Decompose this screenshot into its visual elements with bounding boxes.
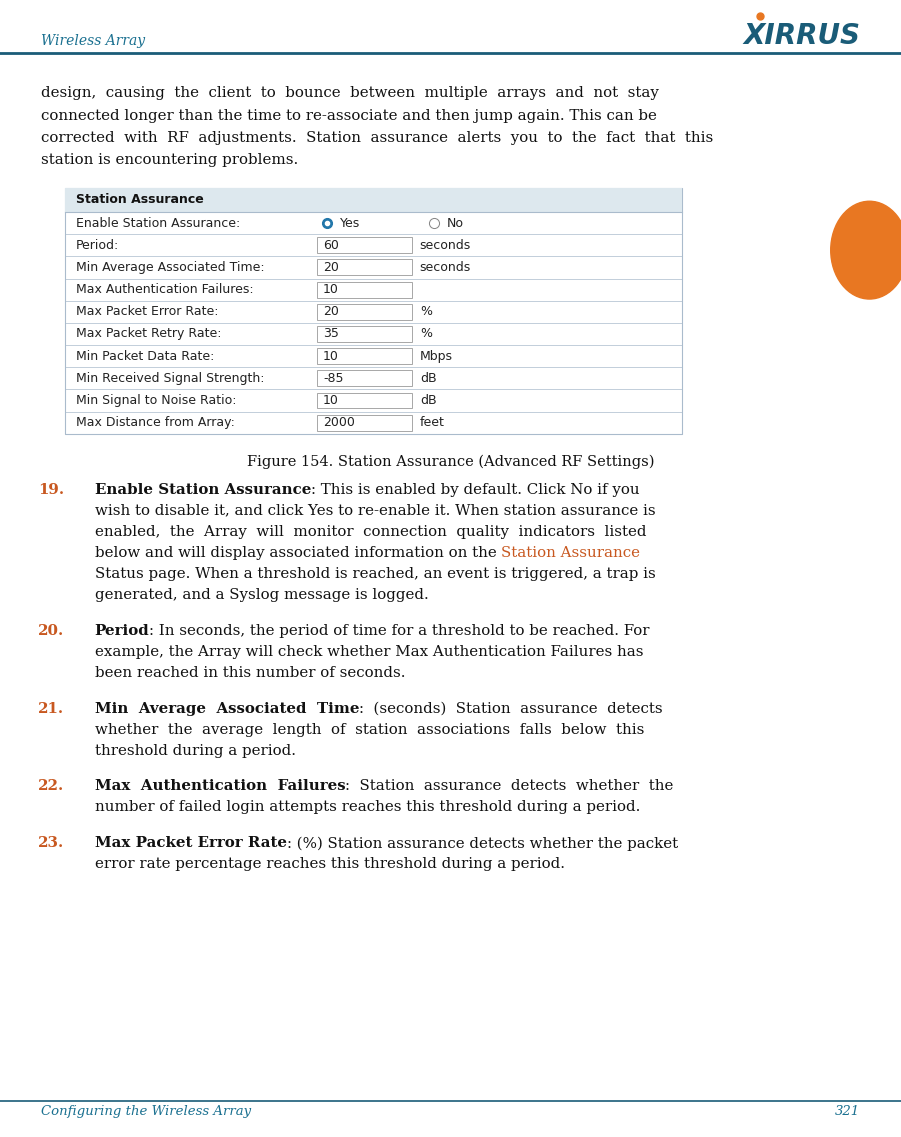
Text: 22.: 22. [38, 780, 64, 794]
Text: example, the Array will check whether Max Authentication Failures has: example, the Array will check whether Ma… [95, 645, 643, 658]
Text: Period: Period [95, 624, 150, 638]
Text: %: % [420, 306, 432, 318]
Bar [316, 415, 413, 431]
Circle shape [831, 201, 901, 299]
Text: 20.: 20. [38, 624, 64, 638]
Text: Station Assurance: Station Assurance [501, 546, 640, 559]
Text: corrected  with  RF  adjustments.  Station  assurance  alerts  you  to  the  fac: corrected with RF adjustments. Station a… [41, 131, 713, 144]
Bar [316, 392, 413, 408]
Text: Yes: Yes [340, 217, 360, 230]
Text: : (%) Station assurance detects whether the packet: : (%) Station assurance detects whether … [287, 837, 678, 850]
Text: 2000: 2000 [323, 416, 355, 429]
Text: 23.: 23. [38, 837, 64, 850]
Text: %: % [420, 327, 432, 340]
Text: 21.: 21. [38, 702, 64, 715]
Text: Enable Station Assurance:: Enable Station Assurance: [76, 217, 240, 230]
Text: enabled,  the  Array  will  monitor  connection  quality  indicators  listed: enabled, the Array will monitor connecti… [95, 525, 646, 539]
Bar [316, 348, 413, 364]
Text: Max Packet Retry Rate:: Max Packet Retry Rate: [76, 327, 221, 340]
Text: threshold during a period.: threshold during a period. [95, 744, 296, 757]
Text: Figure 154. Station Assurance (Advanced RF Settings): Figure 154. Station Assurance (Advanced … [247, 455, 654, 468]
Text: number of failed login attempts reaches this threshold during a period.: number of failed login attempts reaches … [95, 800, 640, 814]
Text: dB: dB [420, 372, 436, 384]
Text: dB: dB [420, 395, 436, 407]
Text: 10: 10 [323, 395, 339, 407]
Bar [316, 259, 413, 275]
Text: Min Average Associated Time:: Min Average Associated Time: [76, 262, 264, 274]
Bar [65, 188, 682, 434]
Text: feet: feet [420, 416, 444, 429]
Text: :  (seconds)  Station  assurance  detects: : (seconds) Station assurance detects [359, 702, 663, 715]
Text: below and will display associated information on the: below and will display associated inform… [95, 546, 501, 559]
Text: :  Station  assurance  detects  whether  the: : Station assurance detects whether the [345, 780, 674, 794]
Text: : In seconds, the period of time for a threshold to be reached. For: : In seconds, the period of time for a t… [150, 624, 650, 638]
Text: Wireless Array: Wireless Array [41, 34, 145, 48]
Text: Max  Authentication  Failures: Max Authentication Failures [95, 780, 345, 794]
Text: Mbps: Mbps [420, 350, 453, 363]
Text: No: No [446, 217, 463, 230]
Text: Max Packet Error Rate: Max Packet Error Rate [95, 837, 287, 850]
Text: 20: 20 [323, 262, 339, 274]
Text: 321: 321 [835, 1105, 860, 1119]
Text: Max Authentication Failures:: Max Authentication Failures: [76, 283, 253, 296]
Text: Max Packet Error Rate:: Max Packet Error Rate: [76, 306, 218, 318]
Bar [316, 282, 413, 298]
Text: error rate percentage reaches this threshold during a period.: error rate percentage reaches this thres… [95, 857, 565, 871]
Text: Max Distance from Array:: Max Distance from Array: [76, 416, 234, 429]
Text: 60: 60 [323, 239, 339, 251]
Text: Station Assurance: Station Assurance [76, 193, 204, 206]
Text: Configuring the Wireless Array: Configuring the Wireless Array [41, 1105, 250, 1119]
Text: Status page. When a threshold is reached, an event is triggered, a trap is: Status page. When a threshold is reached… [95, 567, 655, 581]
Text: design,  causing  the  client  to  bounce  between  multiple  arrays  and  not  : design, causing the client to bounce bet… [41, 86, 659, 100]
Bar [316, 304, 413, 319]
Text: been reached in this number of seconds.: been reached in this number of seconds. [95, 666, 405, 680]
Bar [316, 326, 413, 342]
Text: generated, and a Syslog message is logged.: generated, and a Syslog message is logge… [95, 588, 428, 601]
Text: 19.: 19. [38, 483, 64, 497]
Text: Period:: Period: [76, 239, 119, 251]
Text: seconds: seconds [420, 239, 471, 251]
Text: connected longer than the time to re-associate and then jump again. This can be: connected longer than the time to re-ass… [41, 108, 657, 123]
Text: Enable Station Assurance: Enable Station Assurance [95, 483, 311, 497]
Text: seconds: seconds [420, 262, 471, 274]
Text: Min Signal to Noise Ratio:: Min Signal to Noise Ratio: [76, 395, 236, 407]
Text: XIRRUS: XIRRUS [743, 23, 860, 50]
Text: Min  Average  Associated  Time: Min Average Associated Time [95, 702, 359, 715]
Bar [316, 238, 413, 254]
Bar [65, 188, 682, 211]
Text: 10: 10 [323, 283, 339, 296]
Bar [316, 371, 413, 387]
Text: Min Received Signal Strength:: Min Received Signal Strength: [76, 372, 264, 384]
Text: wish to disable it, and click Yes to re-enable it. When station assurance is: wish to disable it, and click Yes to re-… [95, 504, 655, 517]
Text: Min Packet Data Rate:: Min Packet Data Rate: [76, 350, 214, 363]
Text: station is encountering problems.: station is encountering problems. [41, 152, 298, 167]
Text: 35: 35 [323, 327, 339, 340]
Text: 10: 10 [323, 350, 339, 363]
Text: whether  the  average  length  of  station  associations  falls  below  this: whether the average length of station as… [95, 723, 644, 737]
Text: : This is enabled by default. Click No if you: : This is enabled by default. Click No i… [311, 483, 640, 497]
Text: 20: 20 [323, 306, 339, 318]
Text: -85: -85 [323, 372, 343, 384]
